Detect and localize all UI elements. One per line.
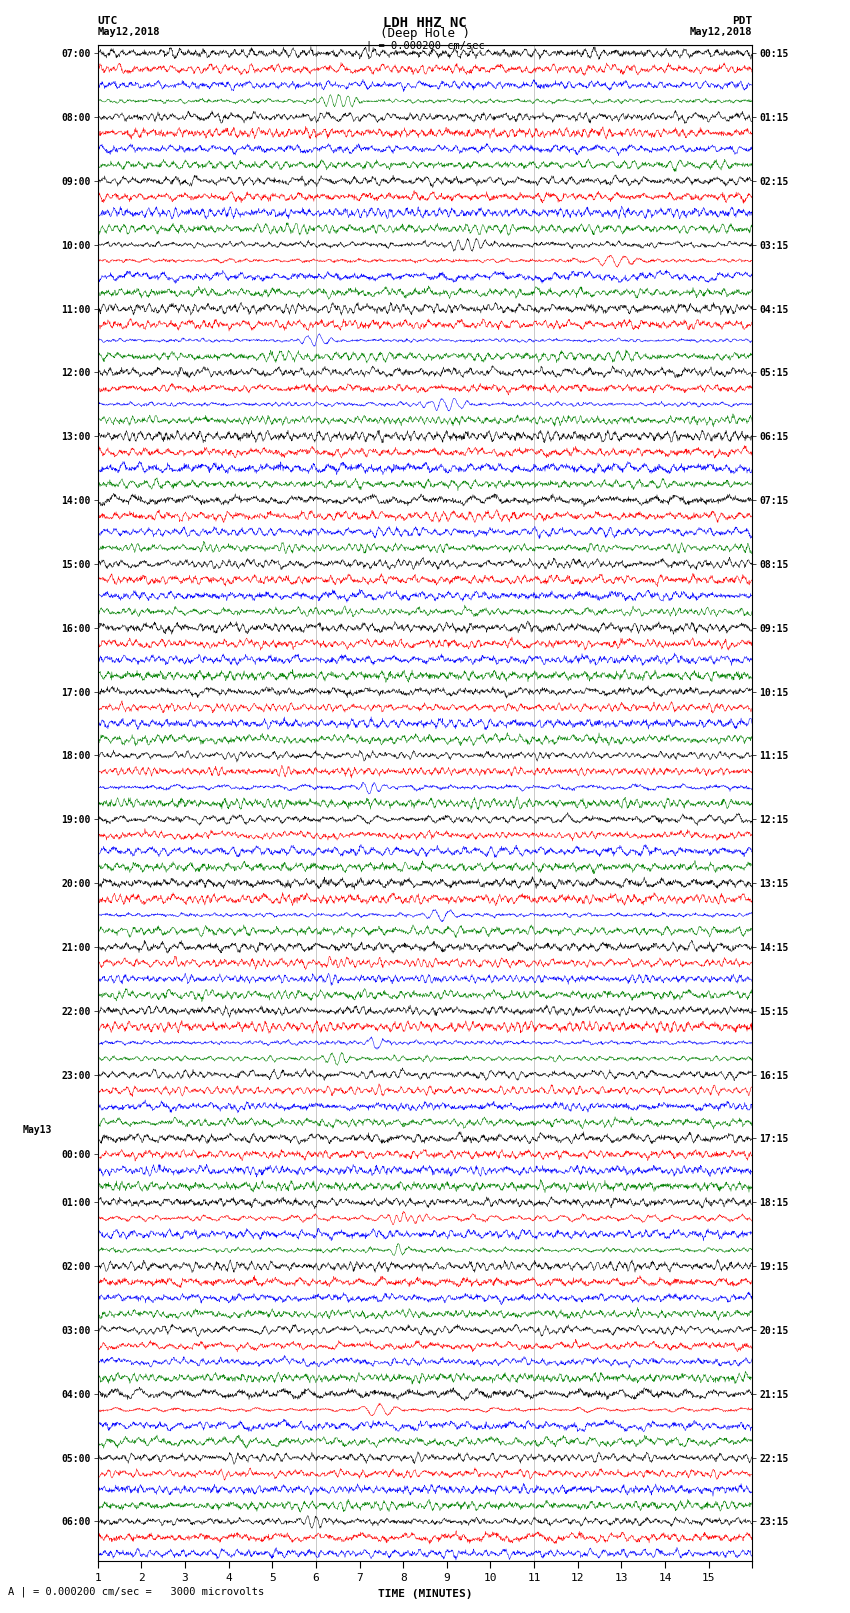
Text: UTC: UTC <box>98 16 118 26</box>
Text: May13: May13 <box>23 1126 52 1136</box>
Text: LDH HHZ NC: LDH HHZ NC <box>383 16 467 31</box>
Text: | = 0.000200 cm/sec: | = 0.000200 cm/sec <box>366 40 484 52</box>
Text: May12,2018: May12,2018 <box>689 27 752 37</box>
Text: PDT: PDT <box>732 16 752 26</box>
Text: (Deep Hole ): (Deep Hole ) <box>380 27 470 40</box>
Text: May12,2018: May12,2018 <box>98 27 161 37</box>
X-axis label: TIME (MINUTES): TIME (MINUTES) <box>377 1589 473 1598</box>
Text: A | = 0.000200 cm/sec =   3000 microvolts: A | = 0.000200 cm/sec = 3000 microvolts <box>8 1586 264 1597</box>
